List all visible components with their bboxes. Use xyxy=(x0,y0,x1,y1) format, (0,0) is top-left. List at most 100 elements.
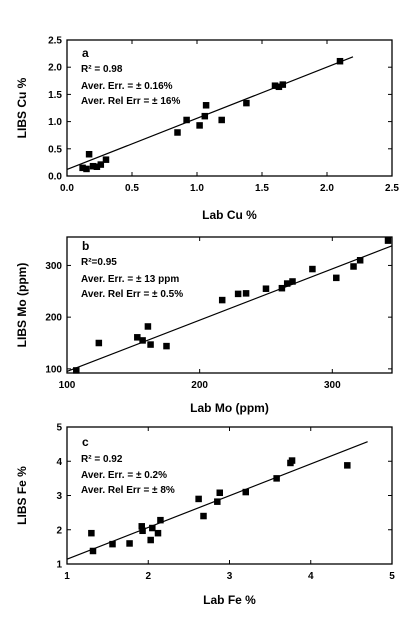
data-point xyxy=(242,290,250,297)
data-point xyxy=(283,280,291,287)
annotation: Aver. Err. = ± 13 ppm xyxy=(81,274,179,285)
data-point xyxy=(288,457,296,464)
data-point xyxy=(174,129,181,136)
x-tick-label: 1 xyxy=(64,571,70,582)
annotation: Aver. Rel Err = ± 16% xyxy=(81,96,180,107)
data-point xyxy=(262,285,270,292)
annotation: Aver. Err. = ± 0.2% xyxy=(81,470,167,481)
data-point xyxy=(97,161,105,168)
panel-letter: a xyxy=(82,46,89,60)
data-point xyxy=(350,263,357,270)
x-tick-label: 3 xyxy=(227,571,233,582)
y-tick-label: 100 xyxy=(45,364,62,375)
data-point xyxy=(356,257,364,264)
fit-line xyxy=(66,56,354,171)
data-point xyxy=(134,334,141,341)
annotation: R² = 0.92 xyxy=(81,454,123,465)
data-point xyxy=(333,274,340,282)
data-point xyxy=(218,116,225,124)
x-tick-label: 2.5 xyxy=(385,183,399,194)
data-point xyxy=(102,156,110,163)
annotation: Aver. Rel Err = ± 8% xyxy=(81,485,175,496)
y-axis-title: LIBS Mo (ppm) xyxy=(15,263,29,348)
data-point xyxy=(279,81,287,88)
data-point xyxy=(243,99,250,107)
y-tick-label: 2 xyxy=(56,525,62,536)
y-tick-label: 2.5 xyxy=(48,36,62,47)
data-point xyxy=(216,489,223,497)
x-tick-label: 200 xyxy=(191,380,208,391)
data-point xyxy=(336,57,344,65)
x-axis-title: Lab Fe % xyxy=(203,593,256,607)
x-tick-label: 300 xyxy=(324,380,341,391)
x-tick-label: 0.0 xyxy=(60,183,74,194)
data-point xyxy=(138,523,145,530)
data-point xyxy=(85,150,93,158)
y-tick-label: 1 xyxy=(56,560,62,571)
data-point xyxy=(88,529,95,537)
data-point xyxy=(109,540,116,548)
data-point xyxy=(275,83,283,91)
annotation: R²=0.95 xyxy=(81,257,117,268)
y-tick-label: 4 xyxy=(56,457,62,468)
panel-letter: b xyxy=(82,239,89,253)
x-tick-label: 0.5 xyxy=(125,183,139,194)
data-point xyxy=(95,339,103,347)
y-tick-label: 0.5 xyxy=(48,144,62,155)
panel-a: 0.0 0.5 1.0 1.5 2.0 2.5 0.0 0.5 1.0 1.5 2.0 2.5 a R² … xyxy=(15,36,399,223)
x-tick-label: 2.0 xyxy=(320,183,334,194)
data-point xyxy=(157,516,164,524)
data-point xyxy=(147,536,154,544)
data-point xyxy=(93,163,101,171)
annotation: Aver. Rel Err = ± 0.5% xyxy=(81,289,183,300)
panel-b: 100 200 300 100 200 300 b R²=0.95 Aver. Err. = ±… xyxy=(15,236,393,415)
y-tick-label: 3 xyxy=(56,491,62,502)
data-point xyxy=(289,278,296,285)
data-point xyxy=(271,82,279,89)
x-axis-title: Lab Mo (ppm) xyxy=(190,401,269,415)
data-point xyxy=(149,524,156,532)
x-tick-label: 5 xyxy=(389,571,395,582)
fit-line xyxy=(66,245,393,373)
data-point xyxy=(183,116,190,124)
y-tick-label: 2.0 xyxy=(48,63,62,74)
panel-c: 1 2 3 4 5 1 2 3 4 5 c R² = 0.92 Aver. Err. = ± 0.2% A… xyxy=(15,423,395,608)
annotation: R² = 0.98 xyxy=(81,64,123,75)
data-point xyxy=(89,547,97,555)
x-tick-label: 1.5 xyxy=(255,183,269,194)
y-tick-label: 0.0 xyxy=(48,172,62,183)
y-tick-label: 200 xyxy=(45,313,62,324)
data-point xyxy=(154,529,162,537)
data-point xyxy=(163,342,170,350)
data-point xyxy=(79,164,86,172)
data-point xyxy=(242,488,249,496)
plot-frame xyxy=(66,236,393,374)
data-point xyxy=(200,512,207,520)
data-point xyxy=(273,475,280,482)
panel-letter: c xyxy=(82,435,89,449)
annotation: Aver. Err. = ± 0.16% xyxy=(81,81,173,92)
data-point xyxy=(218,296,226,304)
y-tick-label: 1.5 xyxy=(48,90,62,101)
y-axis-title: LIBS Cu % xyxy=(15,77,29,138)
data-point xyxy=(278,284,286,292)
data-point xyxy=(344,462,351,469)
x-tick-label: 1.0 xyxy=(190,183,204,194)
data-point xyxy=(83,165,90,173)
y-tick-label: 300 xyxy=(45,261,62,272)
data-point xyxy=(201,112,209,120)
y-tick-label: 5 xyxy=(56,423,62,434)
x-axis-title: Lab Cu % xyxy=(202,208,257,222)
y-axis-title: LIBS Fe % xyxy=(15,466,29,525)
data-point xyxy=(73,367,80,374)
x-tick-label: 4 xyxy=(308,571,314,582)
data-point xyxy=(139,527,146,535)
data-point xyxy=(384,237,392,244)
data-point xyxy=(139,337,146,344)
data-point xyxy=(195,495,202,503)
x-tick-label: 100 xyxy=(59,380,76,391)
data-point xyxy=(89,162,97,170)
data-point xyxy=(144,323,152,330)
data-point xyxy=(196,122,203,129)
